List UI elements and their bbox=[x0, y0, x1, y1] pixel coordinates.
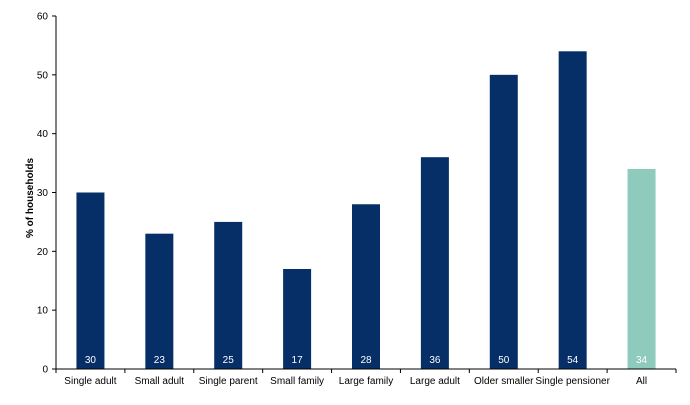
x-tick-label: Small adult bbox=[135, 376, 185, 387]
data-label: 50 bbox=[498, 355, 510, 366]
y-tick-label: 50 bbox=[37, 70, 49, 81]
data-label: 34 bbox=[636, 355, 648, 366]
x-tick-label: Single adult bbox=[64, 376, 116, 387]
x-tick-label: Single pensioner bbox=[535, 376, 610, 387]
data-label: 36 bbox=[429, 355, 441, 366]
x-axis-labels: Single adult Small adult Single parent Smal… bbox=[64, 376, 647, 387]
x-tick-label: All bbox=[636, 376, 647, 387]
data-label: 23 bbox=[154, 355, 166, 366]
y-axis-ticks: 0 10 20 30 40 50 60 bbox=[37, 12, 677, 376]
x-tick-label: Small family bbox=[270, 376, 324, 387]
data-label: 25 bbox=[223, 355, 235, 366]
x-tick-label: Large adult bbox=[410, 376, 460, 387]
bar bbox=[145, 233, 174, 369]
bars bbox=[76, 51, 656, 370]
y-tick-label: 10 bbox=[37, 306, 49, 317]
data-label: 17 bbox=[292, 355, 304, 366]
data-label: 54 bbox=[567, 355, 579, 366]
data-label: 28 bbox=[360, 355, 372, 366]
data-label: 30 bbox=[85, 355, 97, 366]
y-tick-label: 20 bbox=[37, 247, 49, 258]
y-tick-label: 30 bbox=[37, 188, 49, 199]
bar bbox=[283, 268, 312, 369]
y-tick-label: 0 bbox=[42, 365, 48, 376]
bar bbox=[627, 168, 656, 369]
y-tick-label: 40 bbox=[37, 129, 49, 140]
x-tick-label: Large family bbox=[339, 376, 393, 387]
bar bbox=[420, 157, 449, 369]
y-tick-label: 60 bbox=[37, 12, 49, 23]
bar bbox=[489, 74, 518, 369]
bar bbox=[214, 221, 243, 369]
data-labels: 30 23 25 17 28 36 50 54 34 bbox=[85, 355, 648, 366]
x-tick-label: Older smaller bbox=[474, 376, 534, 387]
x-tick-label: Single parent bbox=[199, 376, 258, 387]
bar bbox=[558, 51, 587, 370]
y-axis-title: % of households bbox=[25, 158, 36, 238]
bar bbox=[352, 204, 380, 369]
bar bbox=[76, 192, 105, 369]
